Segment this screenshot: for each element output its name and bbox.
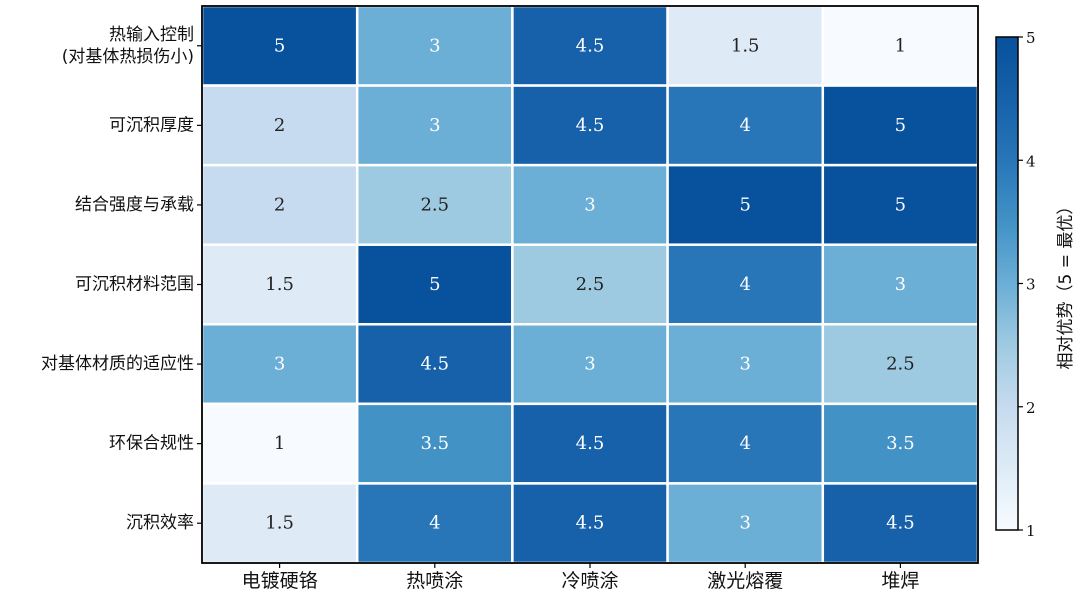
cell-value-label-r2-c1: 2 bbox=[274, 115, 285, 136]
heatmap-cell-r7-c1 bbox=[200, 482, 359, 565]
row-label-7-line-1: 沉积效率 bbox=[126, 513, 194, 533]
row-label-6-line-1: 环保合规性 bbox=[109, 434, 194, 454]
cell-value-label-r1-c3: 4.5 bbox=[576, 35, 605, 56]
heatmap-cells bbox=[200, 4, 980, 565]
column-label-4: 激光熔覆 bbox=[707, 570, 783, 592]
column-label-5: 堆焊 bbox=[881, 570, 919, 592]
cell-value-label-r3-c5: 5 bbox=[895, 194, 906, 215]
cell-value-label-r3-c2: 2.5 bbox=[420, 194, 449, 215]
cell-value-label-r2-c2: 3 bbox=[429, 115, 440, 136]
cell-value-label-r1-c1: 5 bbox=[274, 35, 285, 56]
heatmap-cell-r4-c5 bbox=[821, 243, 980, 326]
heatmap-cell-r6-c2 bbox=[355, 402, 514, 485]
cell-value-label-r4-c5: 3 bbox=[895, 274, 906, 295]
cell-value-label-r3-c3: 3 bbox=[584, 194, 595, 215]
heatmap-cell-r6-c3 bbox=[511, 402, 669, 485]
row-label-3-line-1: 结合强度与承载 bbox=[75, 195, 194, 215]
cell-value-label-r2-c5: 5 bbox=[895, 115, 906, 136]
row-labels: 热输入控制(对基体热损伤小) 可沉积厚度结合强度与承载可沉积材料范围对基体材质的适… bbox=[41, 25, 202, 533]
column-label-3: 冷喷涂 bbox=[561, 570, 618, 592]
cell-value-label-r4-c3: 2.5 bbox=[576, 274, 605, 295]
row-label-4-line-1: 可沉积材料范围 bbox=[75, 275, 194, 295]
cell-value-label-r1-c4: 1.5 bbox=[731, 35, 760, 56]
colorbar-title: 相对优势（5 = 最优） bbox=[1056, 198, 1076, 370]
cell-value-label-r1-c2: 3 bbox=[429, 35, 440, 56]
cell-value-label-r6-c1: 1 bbox=[274, 433, 285, 454]
colorbar-tick-label-5: 5 bbox=[1026, 29, 1036, 47]
cell-value-label-r2-c4: 4 bbox=[739, 115, 750, 136]
cell-value-label-r7-c4: 3 bbox=[739, 513, 750, 534]
cell-value-label-r5-c5: 2.5 bbox=[886, 354, 915, 375]
heatmap-cell-r5-c2 bbox=[355, 323, 514, 406]
heatmap-cell-r5-c1 bbox=[200, 323, 359, 406]
cell-value-label-r7-c2: 4 bbox=[429, 513, 440, 534]
heatmap-cell-r3-c4 bbox=[666, 163, 825, 246]
heatmap-cell-r4-c2 bbox=[355, 243, 514, 326]
column-label-1: 电镀硬铬 bbox=[242, 570, 318, 592]
cell-value-label-r4-c2: 5 bbox=[429, 274, 440, 295]
heatmap-cell-r3-c2 bbox=[355, 163, 514, 246]
colorbar: 1 2 3 4 5 相对优势（5 = 最优） bbox=[995, 29, 1076, 540]
row-label-1-line-2: (对基体热损伤小) bbox=[62, 47, 194, 67]
heatmap-cell-r5-c3 bbox=[511, 323, 669, 406]
heatmap-cell-r2-c3 bbox=[511, 84, 669, 167]
colorbar-tick-label-2: 2 bbox=[1026, 399, 1036, 417]
colorbar-tick-label-4: 4 bbox=[1026, 152, 1036, 170]
cell-value-label-r1-c5: 1 bbox=[895, 35, 906, 56]
cell-value-label-r4-c4: 4 bbox=[739, 274, 750, 295]
cell-value-label-r3-c1: 2 bbox=[274, 194, 285, 215]
cell-value-label-r6-c4: 4 bbox=[739, 433, 750, 454]
cell-value-label-r2-c3: 4.5 bbox=[576, 115, 605, 136]
cell-value-label-r5-c1: 3 bbox=[274, 354, 285, 375]
heatmap-cell-labels: 5 3 4.5 1.5 1 2 3 4.5 4 5 2 2.5 3 5 5 1.5 5 2.5 4 3 3 4.5 3 3 2.… bbox=[265, 35, 914, 533]
row-label-2-line-1: 可沉积厚度 bbox=[109, 115, 194, 135]
cell-value-label-r7-c5: 4.5 bbox=[886, 513, 915, 534]
colorbar-tick-label-1: 1 bbox=[1026, 522, 1036, 540]
column-label-2: 热喷涂 bbox=[406, 570, 463, 592]
heatmap-cell-r4-c3 bbox=[511, 243, 669, 326]
cell-value-label-r5-c2: 4.5 bbox=[420, 354, 449, 375]
cell-value-label-r5-c3: 3 bbox=[584, 354, 595, 375]
heatmap-cell-r6-c4 bbox=[666, 402, 825, 485]
cell-value-label-r5-c4: 3 bbox=[739, 354, 750, 375]
cell-value-label-r3-c4: 5 bbox=[739, 194, 750, 215]
colorbar-ticks: 1 2 3 4 5 bbox=[1018, 29, 1036, 540]
cell-value-label-r6-c5: 3.5 bbox=[886, 433, 915, 454]
heatmap-cell-r4-c4 bbox=[666, 243, 825, 326]
colorbar-tick-label-3: 3 bbox=[1026, 276, 1036, 294]
column-labels: 电镀硬铬 热喷涂 冷喷涂 激光熔覆 堆焊 bbox=[242, 563, 919, 592]
heatmap-cell-r1-c2 bbox=[355, 4, 514, 87]
cell-value-label-r7-c1: 1.5 bbox=[265, 513, 294, 534]
cell-value-label-r6-c2: 3.5 bbox=[420, 433, 449, 454]
row-label-1-line-1: 热输入控制 bbox=[109, 25, 194, 45]
cell-value-label-r7-c3: 4.5 bbox=[576, 513, 605, 534]
heatmap-cell-r2-c5 bbox=[821, 84, 980, 167]
row-label-5-line-1: 对基体材质的适应性 bbox=[41, 354, 194, 374]
colorbar-gradient bbox=[995, 36, 1019, 531]
cell-value-label-r6-c3: 4.5 bbox=[576, 433, 605, 454]
cell-value-label-r4-c1: 1.5 bbox=[265, 274, 294, 295]
